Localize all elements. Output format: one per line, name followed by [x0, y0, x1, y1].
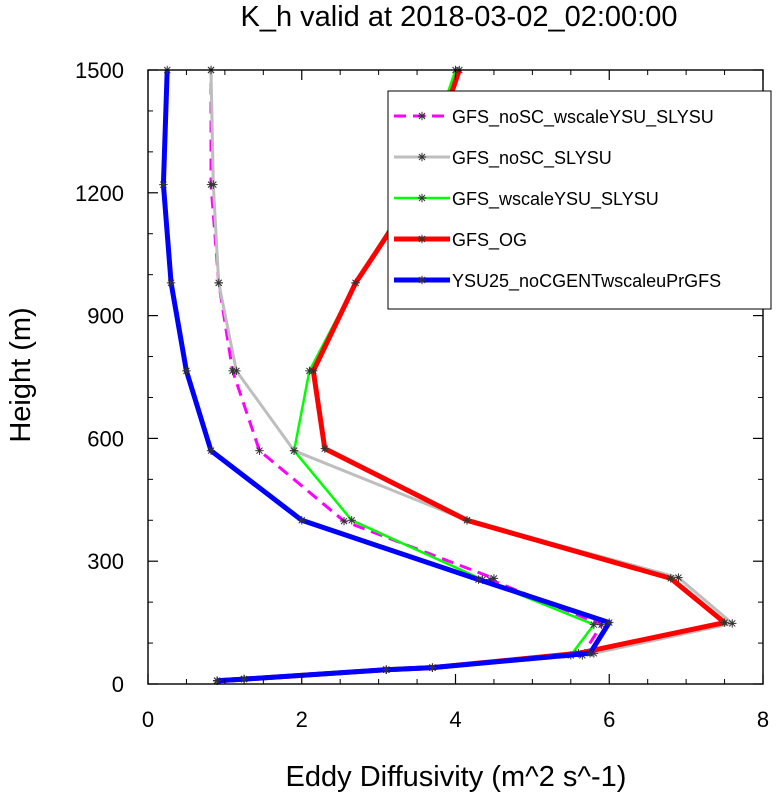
data-point: [159, 180, 168, 189]
legend-label: GFS_noSC_wscaleYSU_SLYSU: [452, 107, 714, 128]
data-point: [232, 366, 241, 376]
x-tick-label: 8: [757, 707, 769, 732]
y-axis-label: Height (m): [5, 307, 37, 442]
x-tick-label: 6: [603, 707, 615, 732]
legend-entry: YSU25_noCGENTwscaleuPrGFS: [394, 271, 721, 292]
data-point: [347, 516, 356, 525]
series-5: [159, 65, 614, 685]
y-tick-label: 600: [87, 426, 124, 451]
data-point: [255, 446, 264, 455]
legend-label: GFS_OG: [452, 230, 527, 251]
data-point: [212, 676, 222, 685]
legend-marker: [417, 234, 427, 244]
legend-marker: [417, 111, 427, 121]
x-axis-label: Eddy Diffusivity (m^2 s^-1): [286, 761, 627, 793]
data-point: [351, 278, 360, 288]
data-point: [666, 574, 675, 583]
data-point: [166, 278, 176, 288]
legend-marker: [417, 193, 427, 203]
data-point: [462, 516, 472, 525]
legend-entry: GFS_OG: [394, 230, 527, 251]
data-point: [428, 663, 437, 672]
legend-entry: GFS_wscaleYSU_SLYSU: [394, 189, 659, 210]
x-tick-label: 2: [296, 707, 308, 732]
data-point: [489, 574, 499, 583]
legend-marker: [417, 152, 427, 162]
data-point: [605, 618, 614, 627]
data-point: [589, 620, 599, 629]
legend-entry: GFS_noSC_wscaleYSU_SLYSU: [394, 107, 714, 128]
data-point: [728, 619, 737, 628]
legend: GFS_noSC_wscaleYSU_SLYSU GFS_noSC_SLYSU GF…: [387, 90, 772, 310]
legend-entry: GFS_noSC_SLYSU: [394, 148, 612, 169]
x-tick-label: 0: [142, 707, 154, 732]
y-tick-label: 1200: [75, 181, 124, 206]
legend-label: YSU25_noCGENTwscaleuPrGFS: [452, 271, 721, 292]
y-tick-label: 300: [87, 549, 124, 574]
y-tick-label: 900: [87, 304, 124, 329]
x-tick-label: 4: [449, 707, 461, 732]
data-point: [297, 516, 306, 525]
data-point: [182, 366, 191, 376]
data-point: [585, 649, 595, 658]
data-point: [320, 444, 330, 453]
data-point: [209, 180, 218, 189]
legend-box: [387, 90, 772, 310]
chart-title: K_h valid at 2018-03-02_02:00:00: [241, 1, 678, 33]
data-point: [206, 446, 216, 455]
data-point: [674, 573, 683, 582]
data-point: [239, 674, 249, 684]
series-layer: [159, 65, 737, 685]
data-point: [474, 575, 483, 584]
data-point: [289, 446, 299, 455]
legend-marker: [417, 275, 427, 285]
data-point: [214, 278, 223, 288]
data-point: [720, 618, 729, 627]
data-point: [309, 366, 318, 376]
data-point: [382, 665, 391, 674]
tick-layer: 0 2 4 6 8 0 300 600 900 1200 1500: [75, 58, 769, 732]
y-tick-label: 1500: [75, 58, 124, 83]
legend-label: GFS_noSC_SLYSU: [452, 148, 612, 169]
legend-label: GFS_wscaleYSU_SLYSU: [452, 189, 659, 210]
data-point: [339, 516, 349, 526]
y-tick-label: 0: [112, 672, 124, 697]
